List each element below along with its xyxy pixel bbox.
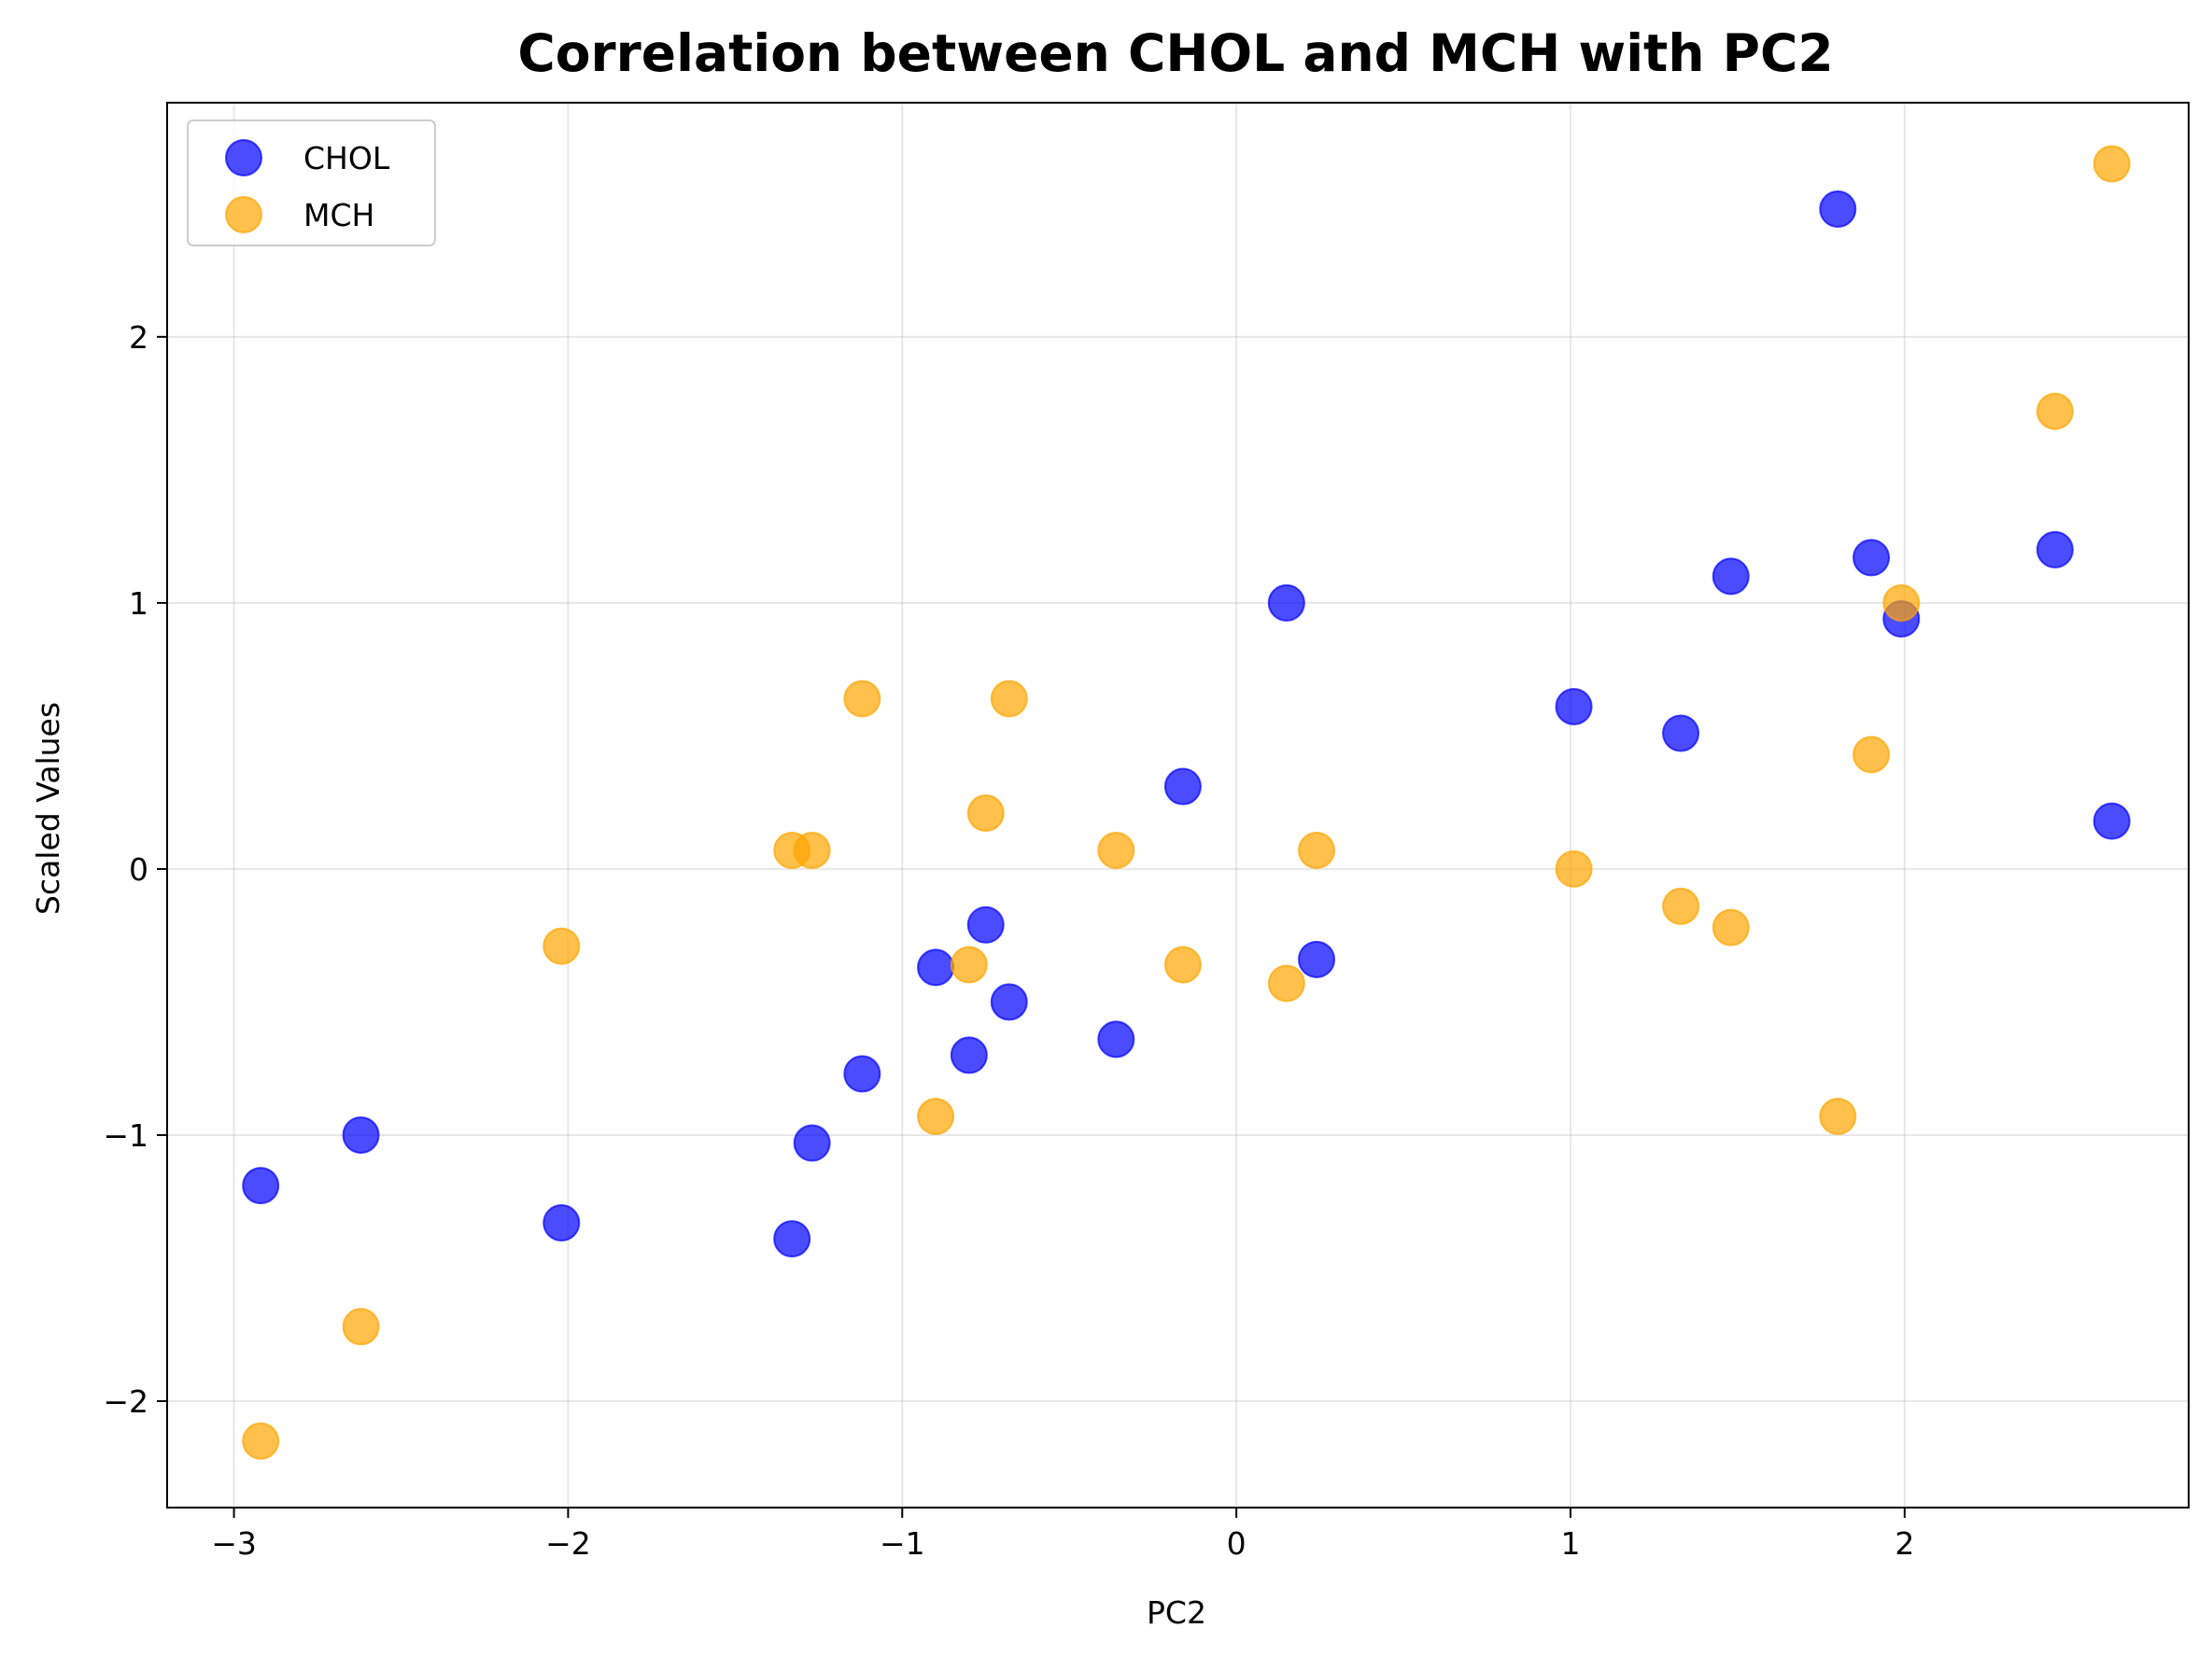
x-tick-label: 0	[1227, 1525, 1247, 1562]
mch-point	[542, 927, 581, 965]
mch-point	[1267, 964, 1305, 1003]
mch-point	[1662, 887, 1700, 925]
chol-point	[242, 1167, 280, 1205]
chol-point	[1267, 583, 1305, 622]
mch-point	[1163, 946, 1202, 984]
mch-point	[1882, 583, 1921, 622]
chol-point	[2036, 530, 2074, 568]
legend-label-chol: CHOL	[303, 140, 390, 176]
y-tick-label: 2	[129, 319, 148, 356]
mch-point	[1819, 1097, 1857, 1135]
mch-point	[2092, 145, 2131, 183]
mch-point	[1712, 908, 1750, 947]
chol-point	[966, 905, 1005, 944]
data-points	[242, 145, 2131, 1460]
legend: CHOL MCH	[187, 119, 436, 246]
x-tick-label: 1	[1560, 1525, 1580, 1562]
y-tick-label: 0	[129, 851, 148, 888]
mch-point	[950, 946, 988, 984]
chol-point	[1298, 940, 1336, 978]
y-axis-label: Scaled Values	[30, 702, 66, 915]
legend-label-mch: MCH	[303, 197, 374, 233]
chol-point	[1163, 767, 1202, 806]
chart-title: Correlation between CHOL and MCH with PC…	[517, 23, 1833, 83]
chol-point	[1662, 714, 1700, 752]
x-tick-label: −2	[545, 1525, 591, 1562]
legend-marker-mch	[225, 196, 262, 233]
chol-point	[843, 1055, 881, 1093]
mch-point	[793, 831, 831, 869]
chol-point	[542, 1204, 581, 1242]
chol-point	[1819, 190, 1857, 229]
plot-frame	[166, 102, 2190, 1509]
x-tick-label: −3	[211, 1525, 257, 1562]
mch-point	[2036, 392, 2074, 430]
chol-point	[990, 983, 1028, 1021]
chol-point	[342, 1116, 380, 1154]
chol-point	[773, 1220, 811, 1258]
mch-point	[917, 1097, 955, 1135]
mch-point	[342, 1308, 380, 1346]
mch-point	[990, 680, 1028, 718]
axis-ticks: −3 −2 −1 0 1 2 −2 −1 0 1 2	[103, 319, 1914, 1562]
chol-point	[793, 1124, 831, 1162]
x-axis-label: PC2	[1147, 1594, 1206, 1631]
mch-point	[242, 1422, 280, 1460]
chol-point	[2092, 802, 2131, 840]
mch-point	[966, 794, 1005, 833]
chol-point	[1712, 557, 1750, 596]
chol-point	[1853, 539, 1891, 577]
chol-point	[1097, 1020, 1135, 1059]
mch-point	[843, 680, 881, 718]
mch-point	[1555, 849, 1593, 888]
chol-point	[950, 1036, 988, 1074]
mch-point	[1097, 831, 1135, 869]
mch-point	[1853, 736, 1891, 774]
x-tick-label: −1	[880, 1525, 925, 1562]
x-tick-label: 2	[1895, 1525, 1914, 1562]
y-tick-label: −2	[103, 1383, 148, 1420]
legend-marker-chol	[225, 139, 262, 176]
chol-point	[1555, 688, 1593, 726]
chol-point	[917, 948, 955, 987]
grid-lines	[167, 103, 2189, 1508]
y-tick-label: −1	[103, 1117, 148, 1154]
mch-point	[1298, 831, 1336, 869]
y-tick-label: 1	[129, 585, 148, 622]
